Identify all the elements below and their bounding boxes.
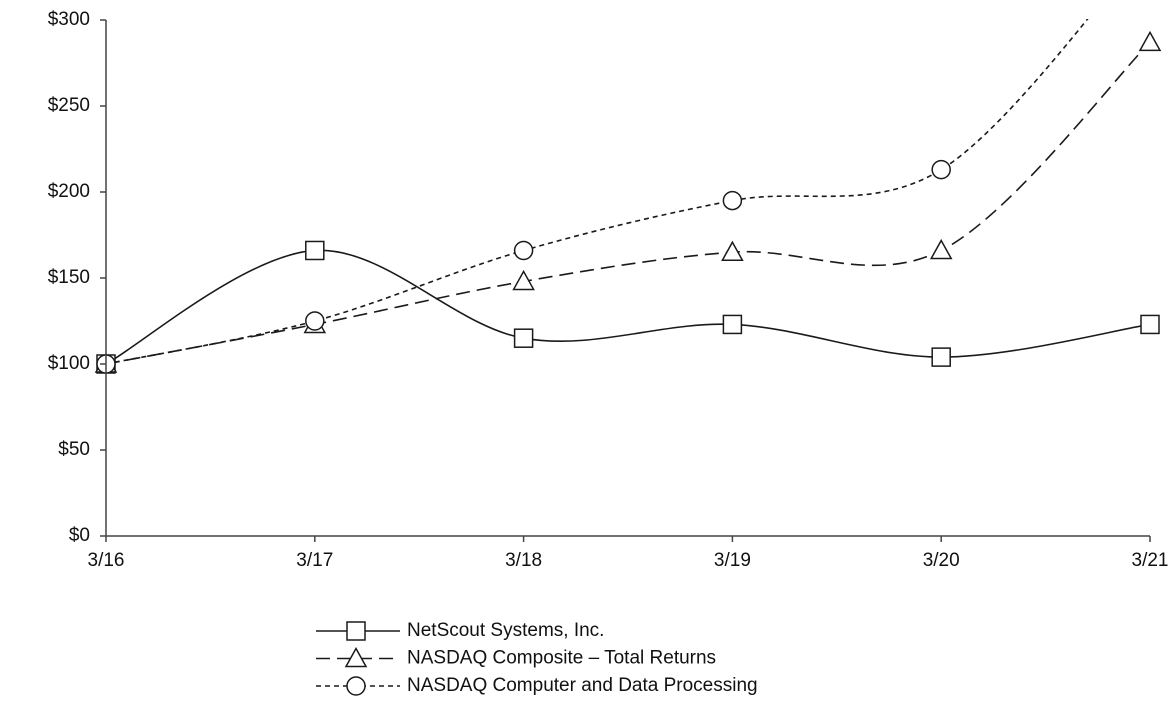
marker <box>346 621 366 641</box>
marker <box>931 159 951 180</box>
y-tick-label: $250 <box>48 95 90 116</box>
marker <box>721 240 744 261</box>
marker <box>513 328 534 348</box>
y-tick-label: $300 <box>48 9 90 30</box>
y-tick-label: $50 <box>58 439 90 460</box>
x-tick-label: 3/20 <box>923 550 960 571</box>
y-tick-label: $150 <box>48 267 90 288</box>
legend-label: NASDAQ Computer and Data Processing <box>407 675 758 696</box>
marker <box>344 646 368 668</box>
marker <box>305 311 325 331</box>
marker <box>931 347 951 367</box>
series-line <box>105 249 1151 365</box>
x-tick-label: 3/17 <box>296 550 333 571</box>
y-tick-label: $200 <box>48 181 90 202</box>
x-tick-label: 3/21 <box>1132 550 1169 571</box>
marker <box>512 269 535 291</box>
plot-area <box>94 19 1162 374</box>
marker <box>722 190 743 211</box>
marker <box>929 238 953 260</box>
series-line <box>105 41 1151 365</box>
legend-label: NASDAQ Composite – Total Returns <box>407 648 716 669</box>
y-tick-label: $0 <box>69 525 90 546</box>
marker <box>346 676 366 696</box>
x-tick-label: 3/18 <box>505 550 542 571</box>
legend-label: NetScout Systems, Inc. <box>407 620 604 641</box>
marker <box>1140 314 1160 335</box>
y-tick-label: $100 <box>48 353 90 374</box>
x-tick-label: 3/16 <box>88 550 125 571</box>
marker <box>513 240 534 261</box>
x-tick-label: 3/19 <box>714 550 751 571</box>
marker <box>1138 30 1162 52</box>
series-line <box>105 19 1089 365</box>
marker <box>722 314 743 335</box>
marker <box>305 240 325 261</box>
